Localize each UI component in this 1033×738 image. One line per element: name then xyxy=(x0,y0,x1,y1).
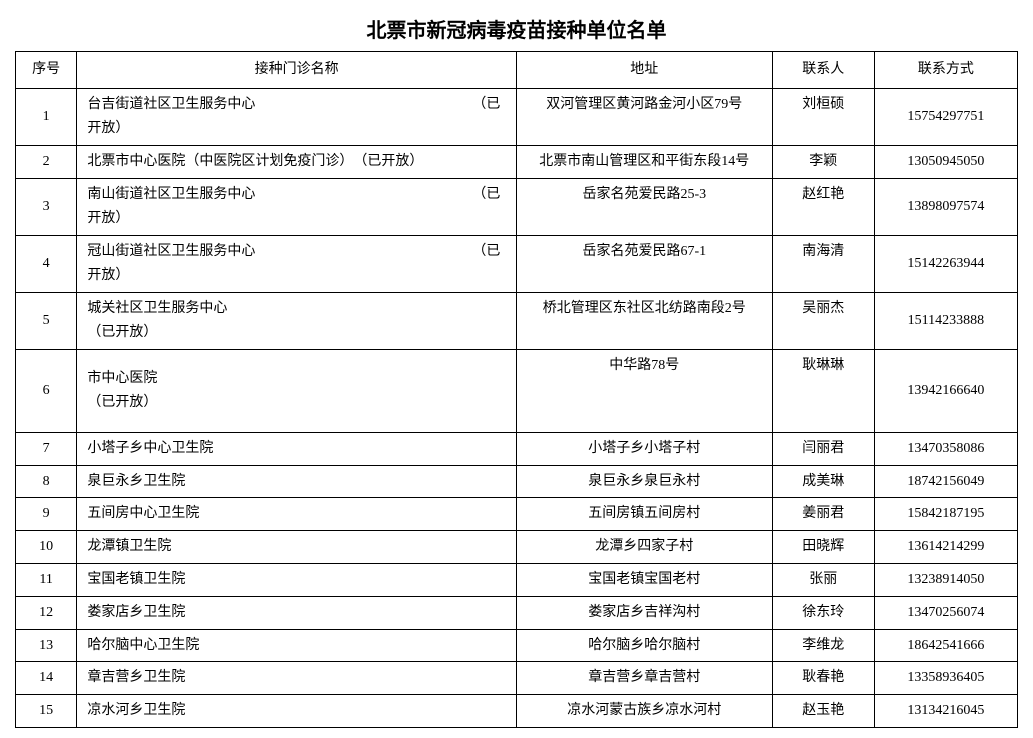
table-row: 13哈尔脑中心卫生院哈尔脑乡哈尔脑村李维龙18642541666 xyxy=(16,629,1018,662)
cell-seq: 6 xyxy=(16,349,77,432)
cell-person: 刘桓硕 xyxy=(772,89,874,146)
cell-seq: 1 xyxy=(16,89,77,146)
cell-seq: 10 xyxy=(16,531,77,564)
cell-addr: 娄家店乡吉祥沟村 xyxy=(516,596,772,629)
table-row: 9五间房中心卫生院五间房镇五间房村姜丽君15842187195 xyxy=(16,498,1018,531)
cell-phone: 13470358086 xyxy=(874,432,1017,465)
cell-person: 成美琳 xyxy=(772,465,874,498)
table-row: 5城关社区卫生服务中心 （已开放）桥北管理区东社区北纺路南段2号吴丽杰15114… xyxy=(16,292,1018,349)
cell-name: 五间房中心卫生院 xyxy=(77,498,517,531)
cell-seq: 5 xyxy=(16,292,77,349)
cell-phone: 13614214299 xyxy=(874,531,1017,564)
cell-addr: 桥北管理区东社区北纺路南段2号 xyxy=(516,292,772,349)
cell-phone: 15142263944 xyxy=(874,235,1017,292)
col-person: 联系人 xyxy=(772,52,874,89)
table-row: 12娄家店乡卫生院娄家店乡吉祥沟村徐东玲13470256074 xyxy=(16,596,1018,629)
vaccine-sites-table: 序号 接种门诊名称 地址 联系人 联系方式 1台吉街道社区卫生服务中心 （已开放… xyxy=(15,51,1018,728)
cell-addr: 宝国老镇宝国老村 xyxy=(516,563,772,596)
table-header-row: 序号 接种门诊名称 地址 联系人 联系方式 xyxy=(16,52,1018,89)
cell-phone: 13134216045 xyxy=(874,695,1017,728)
col-seq: 序号 xyxy=(16,52,77,89)
cell-seq: 3 xyxy=(16,178,77,235)
table-row: 3南山街道社区卫生服务中心 （已开放）岳家名苑爱民路25-3赵红艳1389809… xyxy=(16,178,1018,235)
cell-name: 台吉街道社区卫生服务中心 （已开放） xyxy=(77,89,517,146)
cell-name: 龙潭镇卫生院 xyxy=(77,531,517,564)
cell-seq: 14 xyxy=(16,662,77,695)
col-addr: 地址 xyxy=(516,52,772,89)
table-row: 8泉巨永乡卫生院泉巨永乡泉巨永村成美琳18742156049 xyxy=(16,465,1018,498)
cell-seq: 7 xyxy=(16,432,77,465)
cell-addr: 双河管理区黄河路金河小区79号 xyxy=(516,89,772,146)
cell-name: 北票市中心医院（中医院区计划免疫门诊） （已开放） xyxy=(77,146,517,179)
cell-seq: 4 xyxy=(16,235,77,292)
cell-person: 田晓辉 xyxy=(772,531,874,564)
cell-name: 娄家店乡卫生院 xyxy=(77,596,517,629)
cell-seq: 2 xyxy=(16,146,77,179)
cell-phone: 13358936405 xyxy=(874,662,1017,695)
cell-person: 南海清 xyxy=(772,235,874,292)
cell-person: 姜丽君 xyxy=(772,498,874,531)
col-name: 接种门诊名称 xyxy=(77,52,517,89)
cell-person: 闫丽君 xyxy=(772,432,874,465)
cell-seq: 9 xyxy=(16,498,77,531)
cell-name: 冠山街道社区卫生服务中心 （已开放） xyxy=(77,235,517,292)
table-row: 11宝国老镇卫生院宝国老镇宝国老村张丽13238914050 xyxy=(16,563,1018,596)
cell-addr: 岳家名苑爱民路25-3 xyxy=(516,178,772,235)
cell-seq: 15 xyxy=(16,695,77,728)
cell-name: 小塔子乡中心卫生院 xyxy=(77,432,517,465)
cell-person: 赵玉艳 xyxy=(772,695,874,728)
cell-seq: 11 xyxy=(16,563,77,596)
table-row: 4冠山街道社区卫生服务中心 （已开放）岳家名苑爱民路67-1南海清1514226… xyxy=(16,235,1018,292)
cell-phone: 18742156049 xyxy=(874,465,1017,498)
cell-phone: 13470256074 xyxy=(874,596,1017,629)
cell-phone: 13942166640 xyxy=(874,349,1017,432)
cell-addr: 北票市南山管理区和平街东段14号 xyxy=(516,146,772,179)
cell-person: 张丽 xyxy=(772,563,874,596)
table-row: 10龙潭镇卫生院龙潭乡四家子村田晓辉13614214299 xyxy=(16,531,1018,564)
cell-addr: 章吉营乡章吉营村 xyxy=(516,662,772,695)
cell-addr: 五间房镇五间房村 xyxy=(516,498,772,531)
cell-addr: 中华路78号 xyxy=(516,349,772,432)
cell-phone: 15842187195 xyxy=(874,498,1017,531)
cell-name: 凉水河乡卫生院 xyxy=(77,695,517,728)
cell-name: 市中心医院 （已开放） xyxy=(77,349,517,432)
cell-person: 徐东玲 xyxy=(772,596,874,629)
cell-name: 章吉营乡卫生院 xyxy=(77,662,517,695)
cell-name: 泉巨永乡卫生院 xyxy=(77,465,517,498)
cell-phone: 15754297751 xyxy=(874,89,1017,146)
cell-name: 哈尔脑中心卫生院 xyxy=(77,629,517,662)
cell-addr: 岳家名苑爱民路67-1 xyxy=(516,235,772,292)
cell-seq: 13 xyxy=(16,629,77,662)
cell-seq: 12 xyxy=(16,596,77,629)
table-row: 2北票市中心医院（中医院区计划免疫门诊） （已开放）北票市南山管理区和平街东段1… xyxy=(16,146,1018,179)
cell-person: 耿琳琳 xyxy=(772,349,874,432)
col-phone: 联系方式 xyxy=(874,52,1017,89)
table-row: 7小塔子乡中心卫生院小塔子乡小塔子村闫丽君13470358086 xyxy=(16,432,1018,465)
page-title: 北票市新冠病毒疫苗接种单位名单 xyxy=(15,14,1018,43)
cell-name: 城关社区卫生服务中心 （已开放） xyxy=(77,292,517,349)
cell-addr: 哈尔脑乡哈尔脑村 xyxy=(516,629,772,662)
table-row: 1台吉街道社区卫生服务中心 （已开放）双河管理区黄河路金河小区79号刘桓硕157… xyxy=(16,89,1018,146)
cell-phone: 13050945050 xyxy=(874,146,1017,179)
cell-phone: 13898097574 xyxy=(874,178,1017,235)
table-row: 15凉水河乡卫生院凉水河蒙古族乡凉水河村赵玉艳13134216045 xyxy=(16,695,1018,728)
cell-person: 李维龙 xyxy=(772,629,874,662)
cell-addr: 小塔子乡小塔子村 xyxy=(516,432,772,465)
cell-person: 李颖 xyxy=(772,146,874,179)
cell-person: 吴丽杰 xyxy=(772,292,874,349)
cell-phone: 13238914050 xyxy=(874,563,1017,596)
table-row: 6市中心医院 （已开放）中华路78号耿琳琳13942166640 xyxy=(16,349,1018,432)
cell-person: 赵红艳 xyxy=(772,178,874,235)
table-row: 14章吉营乡卫生院章吉营乡章吉营村耿春艳13358936405 xyxy=(16,662,1018,695)
cell-seq: 8 xyxy=(16,465,77,498)
cell-name: 南山街道社区卫生服务中心 （已开放） xyxy=(77,178,517,235)
cell-phone: 18642541666 xyxy=(874,629,1017,662)
cell-addr: 凉水河蒙古族乡凉水河村 xyxy=(516,695,772,728)
cell-person: 耿春艳 xyxy=(772,662,874,695)
cell-addr: 泉巨永乡泉巨永村 xyxy=(516,465,772,498)
cell-phone: 15114233888 xyxy=(874,292,1017,349)
cell-addr: 龙潭乡四家子村 xyxy=(516,531,772,564)
cell-name: 宝国老镇卫生院 xyxy=(77,563,517,596)
